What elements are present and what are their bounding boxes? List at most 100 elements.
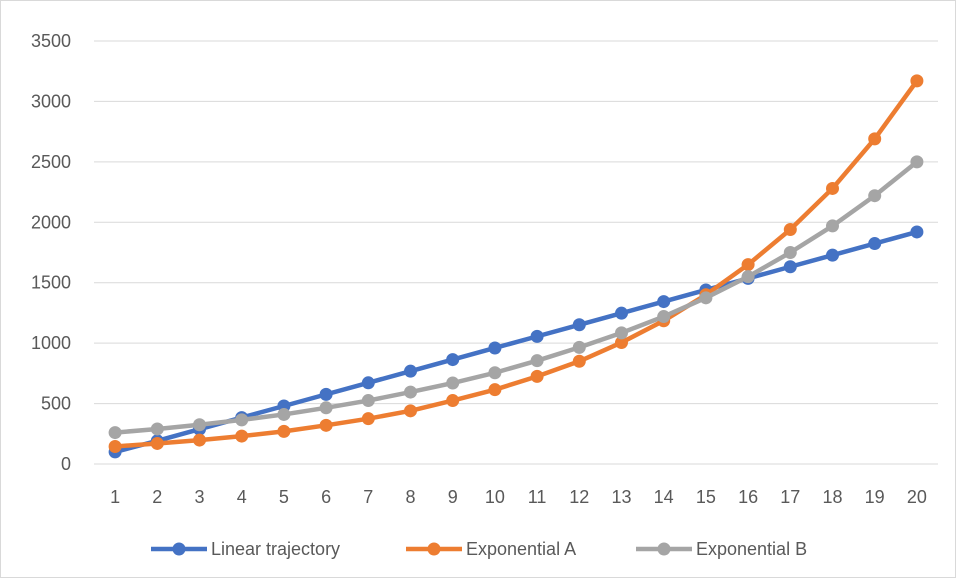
point-linear-trajectory-6 xyxy=(319,387,333,401)
point-exponential-b-16 xyxy=(741,270,755,284)
x-tick-label-5: 5 xyxy=(279,487,289,507)
point-exponential-a-13 xyxy=(615,336,628,350)
point-exponential-a-16 xyxy=(741,258,755,272)
point-exponential-a-3 xyxy=(193,433,206,447)
x-tick-label-16: 16 xyxy=(738,487,758,507)
y-tick-label-1500: 1500 xyxy=(31,273,71,293)
legend-swatch-marker xyxy=(657,542,671,556)
point-exponential-a-4 xyxy=(235,429,249,443)
series-group xyxy=(108,74,924,459)
point-exponential-b-7 xyxy=(361,394,375,408)
x-tick-label-8: 8 xyxy=(405,487,415,507)
x-tick-label-10: 10 xyxy=(485,487,505,507)
series-line-exponential-a xyxy=(112,78,920,449)
y-tick-label-2000: 2000 xyxy=(31,212,71,232)
y-tick-label-3000: 3000 xyxy=(31,91,71,111)
point-exponential-a-17 xyxy=(783,223,797,237)
point-exponential-a-10 xyxy=(488,383,502,397)
legend-swatch-marker xyxy=(172,542,186,556)
point-exponential-b-12 xyxy=(572,340,586,354)
point-linear-trajectory-8 xyxy=(404,364,417,378)
point-exponential-a-2 xyxy=(150,436,164,450)
point-exponential-a-6 xyxy=(319,418,333,432)
x-tick-label-6: 6 xyxy=(321,487,331,507)
x-tick-label-17: 17 xyxy=(780,487,800,507)
x-tick-label-1: 1 xyxy=(110,487,120,507)
point-exponential-b-3 xyxy=(193,418,206,432)
point-exponential-b-18 xyxy=(826,219,839,233)
x-tick-label-13: 13 xyxy=(611,487,631,507)
point-exponential-a-5 xyxy=(277,424,291,438)
point-linear-trajectory-19 xyxy=(868,237,882,251)
point-exponential-b-2 xyxy=(150,422,164,436)
x-tick-label-19: 19 xyxy=(865,487,885,507)
series-exponential-a xyxy=(108,74,924,453)
point-exponential-b-10 xyxy=(488,366,502,380)
point-exponential-a-9 xyxy=(446,394,460,408)
point-exponential-b-8 xyxy=(404,385,417,399)
point-exponential-a-11 xyxy=(530,369,544,383)
point-linear-trajectory-14 xyxy=(657,295,671,309)
legend-label-exponential-a: Exponential A xyxy=(466,539,576,559)
point-exponential-a-18 xyxy=(826,181,839,195)
point-exponential-a-12 xyxy=(572,354,586,368)
point-linear-trajectory-13 xyxy=(615,306,628,320)
legend: Linear trajectory Exponential A Exponentia… xyxy=(151,539,807,559)
point-linear-trajectory-11 xyxy=(530,329,544,343)
series-exponential-b xyxy=(108,155,924,440)
point-linear-trajectory-17 xyxy=(783,260,797,274)
y-tick-label-0: 0 xyxy=(61,454,71,474)
point-exponential-b-5 xyxy=(277,407,291,421)
x-tick-label-9: 9 xyxy=(448,487,458,507)
y-tick-label-500: 500 xyxy=(41,394,71,414)
gridlines xyxy=(94,40,938,465)
point-exponential-a-20 xyxy=(910,74,924,88)
y-tick-label-3500: 3500 xyxy=(31,31,71,51)
x-tick-label-11: 11 xyxy=(528,487,547,507)
point-exponential-b-20 xyxy=(910,155,924,169)
x-tick-label-4: 4 xyxy=(237,487,247,507)
point-linear-trajectory-10 xyxy=(488,341,502,355)
legend-label-linear-trajectory: Linear trajectory xyxy=(211,539,340,559)
x-tick-label-20: 20 xyxy=(907,487,927,507)
x-tick-label-3: 3 xyxy=(194,487,204,507)
point-linear-trajectory-18 xyxy=(826,248,839,262)
point-exponential-b-9 xyxy=(446,376,460,390)
legend-swatch-marker xyxy=(427,542,441,556)
point-exponential-b-6 xyxy=(319,401,333,415)
x-axis-tick-labels: 1 2 3 4 5 6 7 8 9 10 11 12 13 14 15 16 17 18 19 20 xyxy=(110,487,927,507)
point-exponential-a-1 xyxy=(108,439,122,453)
point-exponential-a-8 xyxy=(404,404,417,418)
x-tick-label-15: 15 xyxy=(696,487,716,507)
point-linear-trajectory-9 xyxy=(446,353,460,367)
x-tick-label-2: 2 xyxy=(152,487,162,507)
legend-item-exponential-a: Exponential A xyxy=(406,539,576,559)
legend-item-exponential-b: Exponential B xyxy=(636,539,807,559)
point-exponential-a-7 xyxy=(361,412,375,426)
series-line-linear-trajectory xyxy=(112,229,920,455)
point-exponential-a-19 xyxy=(868,132,882,146)
point-exponential-b-4 xyxy=(235,413,249,427)
point-linear-trajectory-20 xyxy=(910,225,924,239)
y-axis-tick-labels: 0 500 1000 1500 2000 2500 3000 3500 xyxy=(31,31,71,474)
x-tick-label-12: 12 xyxy=(569,487,589,507)
y-tick-label-1000: 1000 xyxy=(31,333,71,353)
legend-label-exponential-b: Exponential B xyxy=(696,539,807,559)
series-line-exponential-b xyxy=(112,159,920,435)
point-exponential-b-15 xyxy=(699,291,713,305)
point-exponential-b-11 xyxy=(530,354,544,368)
point-exponential-b-13 xyxy=(615,326,628,340)
point-linear-trajectory-12 xyxy=(572,318,586,332)
point-exponential-b-17 xyxy=(783,246,797,259)
point-exponential-b-19 xyxy=(868,189,882,203)
x-tick-label-18: 18 xyxy=(822,487,842,507)
x-tick-label-14: 14 xyxy=(654,487,674,507)
legend-item-linear-trajectory: Linear trajectory xyxy=(151,539,340,559)
y-tick-label-2500: 2500 xyxy=(31,152,71,172)
point-linear-trajectory-7 xyxy=(361,376,375,390)
point-exponential-b-14 xyxy=(657,310,671,324)
x-tick-label-7: 7 xyxy=(363,487,373,507)
series-linear-trajectory xyxy=(108,225,924,459)
